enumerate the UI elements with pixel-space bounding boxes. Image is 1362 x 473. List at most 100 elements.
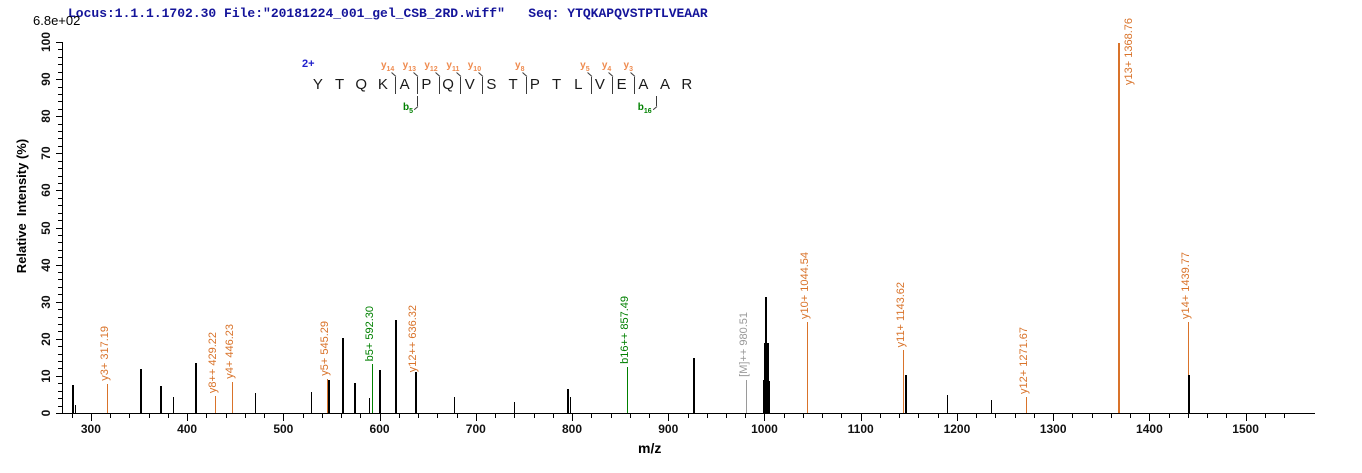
- sequence-residue: T: [508, 76, 518, 93]
- sequence-residue: T: [334, 76, 345, 93]
- sequence-residue: R: [681, 76, 693, 93]
- peak-y: [903, 349, 904, 413]
- y-minor-tick: [58, 287, 62, 288]
- x-minor-tick: [514, 414, 515, 418]
- x-minor-tick: [880, 414, 881, 418]
- y-major-tick: [56, 413, 62, 414]
- peak-unassigned: [567, 389, 569, 413]
- y-minor-tick: [58, 250, 62, 251]
- x-major-tick: [1149, 414, 1150, 421]
- x-minor-tick: [649, 414, 650, 418]
- peak-unassigned: [140, 369, 142, 413]
- x-minor-tick: [1169, 414, 1170, 418]
- x-minor-tick: [553, 414, 554, 418]
- y-tick-label: 50: [39, 220, 53, 235]
- y-tick-label: 20: [39, 332, 53, 346]
- y-ion-label: y12: [424, 60, 438, 73]
- sequence-residue: P: [421, 76, 432, 93]
- y-ion-label: y14: [380, 60, 395, 73]
- x-tick-label: 500: [273, 422, 294, 436]
- y-minor-tick: [58, 94, 62, 95]
- x-minor-tick: [72, 414, 73, 418]
- y-tick-label: 10: [39, 369, 53, 383]
- y-ion-cleavage-mark: [612, 77, 614, 94]
- x-minor-tick: [110, 414, 111, 418]
- y-minor-tick: [58, 324, 62, 325]
- x-minor-tick: [1111, 414, 1112, 418]
- x-minor-tick: [1092, 414, 1093, 418]
- y-minor-tick: [58, 124, 62, 125]
- x-major-tick: [572, 414, 573, 421]
- x-minor-tick: [1188, 414, 1189, 418]
- x-tick-label: 1300: [1039, 422, 1067, 436]
- y-minor-tick: [58, 87, 62, 88]
- x-tick-label: 400: [177, 422, 198, 436]
- x-tick-label: 700: [465, 422, 486, 436]
- intensity-scale-note: 6.8e+02: [33, 13, 81, 28]
- x-minor-tick: [1034, 414, 1035, 418]
- x-tick-label: 300: [80, 422, 101, 436]
- y-minor-tick: [58, 72, 62, 73]
- y-ion-label: y13: [402, 60, 416, 73]
- sequence-residue: T: [551, 76, 562, 93]
- y-minor-tick: [58, 257, 62, 258]
- peak-unassigned: [765, 297, 767, 413]
- sequence-residue: V: [594, 76, 605, 93]
- peak-unassigned: [173, 397, 174, 413]
- y-major-tick: [56, 116, 62, 117]
- peak-label: y14+ 1439.77: [1179, 251, 1192, 319]
- x-minor-tick: [995, 414, 996, 418]
- peak-y: [1118, 43, 1120, 413]
- peak-label: y4+ 446.23: [223, 324, 236, 379]
- peak-label: y10+ 1044.54: [799, 251, 812, 319]
- b-ion-cleavage-mark: [417, 96, 418, 106]
- y-ion-cleavage-mark: [460, 77, 462, 94]
- peak-unassigned: [369, 398, 370, 413]
- y-ion-cleavage-mark: [634, 77, 635, 94]
- y-minor-tick: [58, 183, 62, 184]
- peak-unassigned: [991, 400, 992, 413]
- y-minor-tick: [58, 354, 62, 355]
- peak-y: [807, 321, 808, 413]
- x-minor-tick: [341, 414, 342, 418]
- peak-unassigned: [415, 372, 417, 413]
- y-major-tick: [56, 79, 62, 80]
- x-tick-label: 900: [658, 422, 679, 436]
- y-minor-tick: [58, 168, 62, 169]
- x-minor-tick: [264, 414, 265, 418]
- y-minor-tick: [58, 317, 62, 318]
- x-major-tick: [91, 414, 92, 421]
- peak-label: y5+ 545.29: [318, 321, 331, 376]
- sequence-residue: L: [574, 76, 583, 93]
- y-minor-tick: [58, 57, 62, 58]
- peak-precursor: [746, 379, 747, 413]
- b-ion-cleavage-mark: [655, 96, 657, 106]
- y-minor-tick: [58, 176, 62, 177]
- peak-b: [627, 366, 628, 413]
- x-minor-tick: [841, 414, 842, 418]
- x-minor-tick: [1130, 414, 1131, 418]
- peak-y: [215, 395, 216, 413]
- y-ion-cleavage-mark: [482, 77, 484, 94]
- x-minor-tick: [918, 414, 919, 418]
- y-minor-tick: [58, 309, 62, 310]
- x-minor-tick: [168, 414, 169, 418]
- y-minor-tick: [58, 272, 62, 273]
- x-major-tick: [283, 414, 284, 421]
- peak-y: [1188, 321, 1189, 413]
- peak-label: y3+ 317.19: [99, 326, 112, 382]
- y-minor-tick: [58, 383, 62, 384]
- y-ion-cleavage-mark: [395, 77, 397, 94]
- b-ion-cleavage-diag: [652, 106, 658, 111]
- x-minor-tick: [745, 414, 746, 418]
- x-axis-title: m/z: [638, 440, 662, 456]
- y-minor-tick: [58, 391, 62, 392]
- x-major-tick: [380, 414, 381, 421]
- y-minor-tick: [58, 64, 62, 65]
- y-minor-tick: [58, 331, 62, 332]
- peak-y: [327, 378, 328, 413]
- peak-y: [232, 381, 233, 413]
- y-ion-label: y10: [467, 60, 482, 73]
- x-tick-label: 1500: [1232, 422, 1259, 436]
- x-major-tick: [476, 414, 477, 421]
